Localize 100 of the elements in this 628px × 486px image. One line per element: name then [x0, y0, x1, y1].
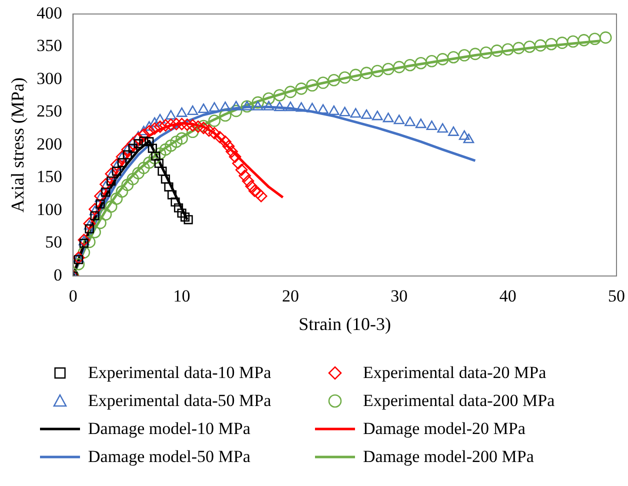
point — [177, 208, 186, 218]
legend-label: Experimental data-10 MPa — [88, 363, 272, 383]
point — [463, 134, 474, 144]
point — [158, 166, 167, 176]
point — [220, 102, 231, 112]
point — [222, 140, 235, 152]
point — [90, 211, 100, 220]
point — [372, 110, 383, 120]
point — [238, 170, 251, 182]
point — [164, 140, 178, 152]
point — [89, 206, 100, 216]
y-tick-label: 150 — [36, 167, 62, 186]
point — [106, 176, 116, 186]
point — [545, 38, 558, 50]
point — [306, 79, 318, 92]
x-tick-label: 10 — [173, 286, 190, 306]
point — [132, 132, 144, 145]
point — [274, 102, 286, 112]
point — [154, 147, 166, 160]
legend-label: Damage model-200 MPa — [363, 447, 534, 467]
point — [316, 76, 330, 89]
point — [154, 114, 166, 124]
point — [84, 224, 94, 234]
point — [181, 118, 194, 131]
y-tick-label: 250 — [36, 102, 62, 121]
point — [88, 226, 101, 238]
point — [208, 102, 220, 112]
legend-label: Experimental data-200 MPa — [363, 391, 555, 411]
point — [235, 164, 248, 176]
legend-label: Damage model-10 MPa — [88, 419, 250, 439]
point — [458, 130, 470, 140]
point — [170, 136, 182, 148]
point — [448, 126, 459, 136]
point — [106, 170, 117, 180]
point — [414, 56, 428, 70]
legend-label: Damage model-20 MPa — [363, 419, 526, 439]
point — [490, 44, 504, 57]
point — [144, 137, 154, 146]
point — [394, 114, 405, 124]
point — [138, 162, 150, 174]
point — [149, 117, 160, 127]
point — [360, 66, 373, 80]
point — [139, 136, 148, 146]
point — [273, 89, 286, 102]
x-tick-label: 50 — [608, 286, 625, 306]
point — [166, 110, 176, 120]
point — [228, 150, 242, 163]
point — [83, 236, 96, 248]
point — [176, 107, 188, 117]
point — [100, 180, 112, 190]
x-tick-label: 40 — [499, 286, 516, 306]
point — [226, 145, 238, 158]
point — [295, 82, 308, 95]
point — [219, 136, 232, 148]
y-tick-label: 300 — [36, 68, 62, 88]
point — [469, 48, 482, 60]
point — [306, 102, 318, 112]
point — [164, 182, 174, 192]
y-tick-label: 50 — [45, 232, 62, 252]
point — [534, 39, 547, 52]
point — [94, 216, 106, 230]
point — [159, 119, 172, 132]
y-tick-label: 0 — [54, 265, 62, 284]
point — [328, 105, 340, 115]
point — [285, 102, 296, 112]
point — [202, 124, 216, 137]
point — [176, 118, 188, 130]
point — [248, 184, 261, 197]
point — [117, 158, 127, 168]
point — [110, 192, 123, 205]
legend-label: Experimental data-20 MPa — [363, 363, 546, 383]
point — [208, 127, 221, 140]
point — [167, 190, 177, 200]
point — [174, 203, 184, 212]
point — [96, 199, 105, 208]
point — [361, 109, 372, 119]
point — [426, 55, 438, 68]
point — [126, 138, 140, 150]
point — [198, 103, 209, 114]
point — [101, 188, 110, 197]
point — [556, 36, 568, 49]
point — [318, 104, 328, 114]
point — [112, 166, 122, 176]
point — [176, 132, 188, 145]
point — [296, 102, 307, 112]
point — [382, 112, 394, 122]
legend-label: Damage model-50 MPa — [88, 447, 250, 467]
point — [415, 118, 426, 128]
point — [134, 139, 143, 148]
point — [138, 128, 150, 141]
point — [94, 192, 106, 202]
point — [371, 64, 384, 78]
point — [186, 119, 199, 132]
point — [426, 120, 438, 130]
point — [159, 143, 172, 156]
y-tick-label: 400 — [36, 3, 62, 22]
y-tick-label: 200 — [36, 134, 62, 154]
point — [263, 100, 274, 110]
x-tick-label: 20 — [282, 286, 299, 306]
point — [350, 68, 362, 82]
